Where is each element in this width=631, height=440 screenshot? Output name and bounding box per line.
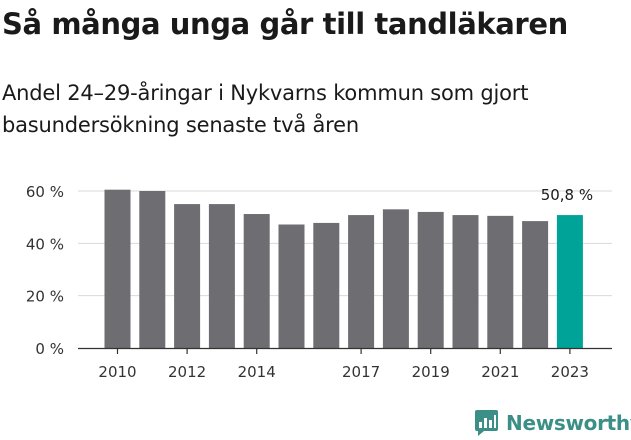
newsworthy-logo[interactable]: Newsworthy — [474, 406, 631, 440]
x-tick-label: 2023 — [551, 363, 589, 381]
bar — [417, 211, 444, 348]
x-tick-label: 2014 — [238, 363, 276, 381]
brand-name: Newsworthy — [506, 411, 631, 435]
bar — [208, 204, 235, 348]
bar-highlight — [556, 215, 583, 348]
bar — [522, 221, 549, 348]
bar — [243, 214, 270, 348]
bar — [139, 191, 166, 348]
y-tick-label: 40 % — [26, 235, 64, 253]
x-tick-label: 2019 — [412, 363, 450, 381]
bar — [452, 215, 479, 348]
newsworthy-logo-icon — [475, 410, 498, 436]
x-tick-label: 2017 — [342, 363, 380, 381]
y-tick-label: 20 % — [26, 288, 64, 306]
y-tick-label: 60 % — [26, 183, 64, 201]
x-tick-label: 2012 — [168, 363, 206, 381]
x-tick-label: 2021 — [481, 363, 519, 381]
y-tick-label: 0 % — [35, 340, 64, 358]
chart-subtitle: Andel 24–29-åringar i Nykvarns kommun so… — [2, 81, 529, 137]
bar — [104, 189, 131, 348]
bar — [313, 222, 340, 348]
chart-title: Så många unga går till tandläkaren — [2, 7, 568, 41]
x-tick-label: 2010 — [98, 363, 136, 381]
bar — [174, 204, 201, 348]
bar — [278, 224, 305, 348]
bar — [487, 215, 514, 348]
bar — [382, 209, 409, 348]
bar — [348, 215, 375, 348]
highlight-data-label: 50,8 % — [541, 186, 593, 204]
